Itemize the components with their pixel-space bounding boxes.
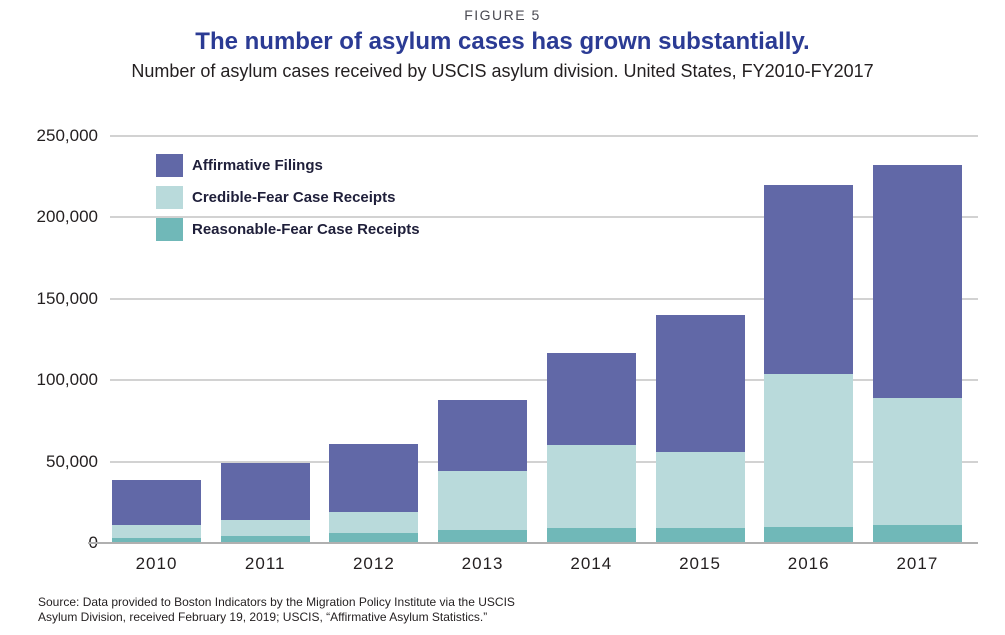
bar-segment-2015-credible-fear (655, 451, 745, 529)
chart-legend: Affirmative Filings Credible-Fear Case Re… (156, 153, 420, 249)
source-line-1: Source: Data provided to Boston Indicato… (38, 595, 515, 609)
legend-label-credible-fear: Credible-Fear Case Receipts (192, 188, 396, 206)
bar-segment-2016-credible-fear (764, 373, 854, 527)
source-note: Source: Data provided to Boston Indicato… (38, 595, 515, 625)
y-gridline-150000 (110, 297, 978, 300)
x-tick-label-2017: 2017 (896, 554, 939, 573)
bar-segment-2011-affirmative (220, 463, 310, 521)
x-axis-line (88, 542, 978, 544)
y-gridline-100000 (110, 379, 978, 382)
legend-swatch-credible-fear (156, 185, 183, 209)
x-tick-label-2011: 2011 (244, 554, 286, 573)
bar-segment-2010-credible-fear (112, 525, 201, 539)
x-tick-label-2013: 2013 (461, 554, 504, 573)
source-line-2: Asylum Division, received February 19, 2… (38, 610, 488, 624)
bar-segment-2010-affirmative (112, 479, 201, 526)
bar-segment-2012-affirmative (329, 443, 419, 513)
page-title: The number of asylum cases has grown sub… (195, 28, 810, 55)
y-tick-label-150000: 150,000 (36, 288, 98, 308)
page-subtitle: Number of asylum cases received by USCIS… (131, 61, 874, 81)
y-gridline-50000 (110, 460, 978, 463)
legend-swatch-affirmative (156, 153, 183, 177)
legend-swatch-reasonable-fear (156, 217, 183, 241)
bar-segment-2016-reasonable-fear (764, 526, 854, 543)
x-tick-label-2014: 2014 (570, 554, 613, 573)
bar-segment-2012-credible-fear (329, 512, 419, 534)
x-tick-label-2015: 2015 (679, 554, 721, 573)
legend-label-reasonable-fear: Reasonable-Fear Case Receipts (192, 220, 420, 238)
bar-segment-2016-affirmative (764, 184, 854, 374)
bar-segment-2012-reasonable-fear (329, 533, 419, 543)
bar-segment-2014-reasonable-fear (546, 528, 636, 543)
bar-segment-2011-reasonable-fear (220, 536, 310, 543)
bar-segment-2014-affirmative (546, 352, 636, 446)
y-gridline-250000 (110, 135, 978, 137)
legend-label-affirmative: Affirmative Filings (192, 156, 323, 174)
y-tick-label-200000: 200,000 (36, 207, 98, 227)
bar-segment-2015-affirmative (655, 315, 745, 452)
bar-segment-2011-credible-fear (220, 520, 310, 537)
y-tick-label-250000: 250,000 (36, 126, 98, 145)
bar-segment-2013-affirmative (438, 399, 528, 472)
legend-item-credible-fear: Credible-Fear Case Receipts (156, 185, 420, 209)
legend-item-reasonable-fear: Reasonable-Fear Case Receipts (156, 217, 420, 241)
x-tick-label-2010: 2010 (135, 554, 178, 573)
bar-segment-2017-credible-fear (872, 398, 962, 526)
y-gridline-200000 (110, 216, 978, 219)
y-tick-label-0: 0 (10, 533, 98, 553)
y-tick-label-100000: 100,000 (36, 370, 98, 390)
x-tick-label-2012: 2012 (352, 554, 395, 573)
y-tick-label-50000: 50,000 (46, 451, 98, 471)
bar-segment-2013-credible-fear (438, 471, 528, 530)
bar-segment-2015-reasonable-fear (655, 528, 745, 543)
bar-segment-2013-reasonable-fear (438, 529, 528, 543)
bar-segment-2017-affirmative (872, 165, 962, 399)
legend-item-affirmative: Affirmative Filings (156, 153, 420, 177)
bar-segment-2017-reasonable-fear (872, 525, 962, 543)
bar-segment-2014-credible-fear (546, 445, 636, 529)
x-tick-label-2016: 2016 (787, 554, 830, 573)
bar-segment-2010-reasonable-fear (112, 538, 201, 543)
figure-label: FIGURE 5 (464, 7, 541, 23)
